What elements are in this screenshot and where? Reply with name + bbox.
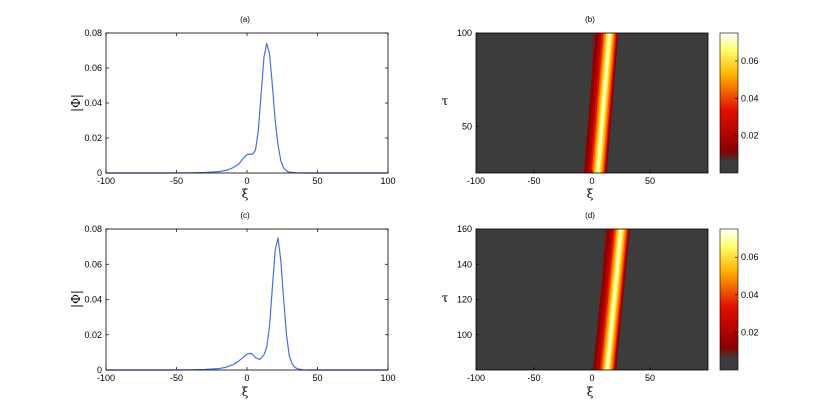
chart-a-series-line [106,42,388,174]
chart-d-ytick-label: 160 [457,224,472,234]
chart-a-ytick-label: 0.08 [84,28,102,38]
chart-d-colorbar-tick-label: 0.06 [741,252,759,262]
chart-d-xtick-label: 50 [645,373,655,383]
chart-c-ylabel: |Φ| [69,290,83,308]
chart-b-ytick-label: 100 [457,28,472,38]
chart-c-plot-area: -100 -50 0 50 100 0 0.02 0.04 0.06 0.08 [84,224,395,383]
chart-d-heatmap-background [476,229,708,370]
chart-b-xtick-label: -50 [527,176,540,186]
chart-c-xtick-label: 0 [244,373,249,383]
chart-d-colorbar-tick-label: 0.04 [741,290,759,300]
chart-a-ytick-label: 0 [97,168,102,178]
chart-d-colorbar-tick-label: 0.02 [741,327,759,337]
chart-a-ytick-label: 0.02 [84,133,102,143]
chart-a-title: (a) [240,15,250,24]
chart-c-xtick-label: -100 [97,373,115,383]
chart-b-secondary-trail [589,32,594,174]
chart-b-colorbar: 0.02 0.04 0.06 [719,32,759,174]
chart-b-colorbar-tick-label: 0.04 [741,93,759,103]
chart-d-ytick-label: 140 [457,259,472,269]
chart-d-xtick-label: -100 [467,373,485,383]
chart-b-ytick-label: 50 [462,121,472,131]
chart-d-ytick-label: 100 [457,330,472,340]
chart-d-xtick-label: 0 [589,373,594,383]
chart-a-ytick-label: 0.06 [84,63,102,73]
chart-a: (a) -100 -50 0 50 100 0 0.02 0.04 0.06 0.08 |Φ| ξ [69,15,396,201]
chart-c-title: (c) [240,211,250,220]
chart-c-ytick-label: 0 [97,365,102,375]
chart-c-ytick-label: 0.06 [84,259,102,269]
chart-b-xtick-label: -100 [467,176,485,186]
chart-b-plot-area: -100 -50 0 50 50 100 [457,28,708,186]
chart-d-colorbar-gradient [719,228,739,371]
chart-a-ytick-label: 0.04 [84,98,102,108]
chart-b-colorbar-gradient [719,32,739,174]
chart-c-series-line [106,237,388,371]
chart-c-xtick-label: 50 [312,373,322,383]
chart-b-xtick-label: 50 [645,176,655,186]
chart-a-xtick-label: -100 [97,176,115,186]
chart-b-ridge-band [596,33,611,173]
chart-a-xtick-label: 0 [244,176,249,186]
chart-a-xlabel: ξ [242,187,249,201]
chart-b: (b) -100 -50 0 50 50 100 τ ξ 0.02 0.04 0.06 [442,15,759,201]
chart-b-colorbar-tick-label: 0.02 [741,131,759,141]
chart-d-ylabel: τ [442,291,449,305]
chart-b-ylabel: τ [442,94,449,108]
chart-d-frame [475,228,709,371]
chart-c-xtick-label: -50 [170,373,183,383]
chart-d-xtick-label: -50 [527,373,540,383]
chart-d-title: (d) [585,211,595,220]
chart-c-xtick-label: 100 [380,373,395,383]
chart-d-ytick-label: 120 [457,295,472,305]
chart-c-ytick-label: 0.08 [84,224,102,234]
chart-a-xtick-label: 100 [380,176,395,186]
chart-d-colorbar: 0.02 0.04 0.06 [719,228,759,371]
chart-d-plot-area: -100 -50 0 50 100 120 140 160 [457,224,708,383]
chart-b-colorbar-tick-label: 0.06 [741,56,759,66]
chart-c: (c) -100 -50 0 50 100 0 0.02 0.04 0.06 0.08 |Φ| ξ [69,211,396,399]
chart-d-xlabel: ξ [587,385,594,399]
chart-b-frame [475,32,709,174]
chart-b-xlabel: ξ [587,187,594,201]
chart-b-title: (b) [585,15,595,24]
chart-c-xlabel: ξ [242,385,249,399]
chart-a-frame [105,32,389,174]
chart-d-ridge-band [605,229,623,370]
chart-a-plot-area: -100 -50 0 50 100 0 0.02 0.04 0.06 0.08 [84,28,395,186]
chart-c-ytick-label: 0.02 [84,330,102,340]
chart-a-ylabel: |Φ| [69,94,83,112]
chart-a-xtick-label: 50 [312,176,322,186]
chart-a-xtick-label: -50 [170,176,183,186]
chart-b-xtick-label: 0 [589,176,594,186]
chart-c-frame [105,228,389,371]
chart-d-secondary-trail [598,228,606,371]
chart-c-ytick-label: 0.04 [84,295,102,305]
